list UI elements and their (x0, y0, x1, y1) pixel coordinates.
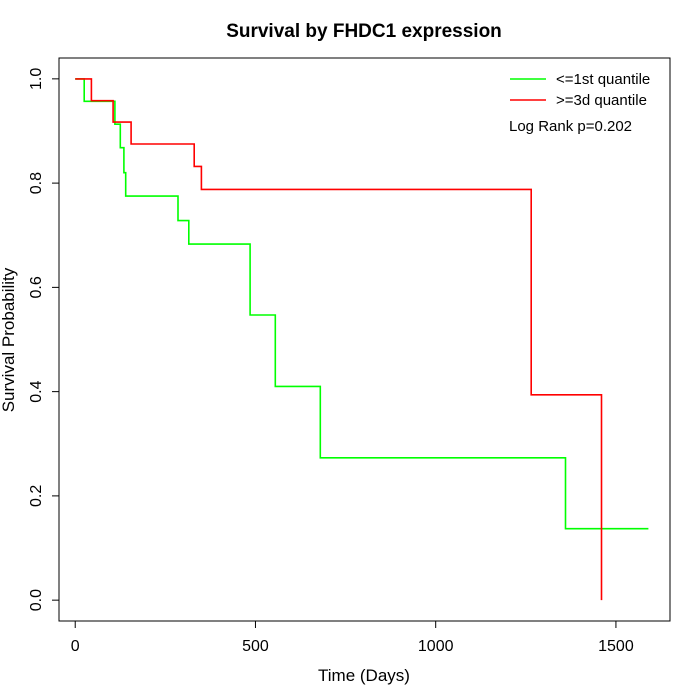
series-layer (75, 78, 649, 601)
km-curve-low-expression (75, 78, 649, 530)
x-axis-label: Time (Days) (318, 666, 410, 685)
y-axis: 0.0 0.2 0.4 0.6 0.8 1.0 (28, 68, 59, 611)
km-curve-high-expression (75, 78, 603, 601)
y-tick-label: 0.2 (28, 485, 45, 507)
x-tick-label: 0 (71, 638, 80, 655)
x-tick-label: 1500 (598, 638, 634, 655)
y-tick-label: 1.0 (28, 68, 45, 90)
y-tick-label: 0.0 (28, 589, 45, 611)
x-tick-label: 500 (242, 638, 269, 655)
x-axis: 0 500 1000 1500 (71, 621, 634, 655)
x-tick-label: 1000 (418, 638, 454, 655)
y-tick-label: 0.6 (28, 276, 45, 298)
y-tick-label: 0.8 (28, 172, 45, 194)
y-axis-label: Survival Probability (0, 267, 18, 412)
legend: <=1st quantile >=3d quantile (510, 71, 650, 109)
y-tick-label: 0.4 (28, 380, 45, 402)
log-rank-pvalue: Log Rank p=0.202 (509, 118, 632, 135)
legend-label-low-expression: <=1st quantile (556, 71, 650, 88)
chart-title: Survival by FHDC1 expression (226, 21, 502, 42)
legend-label-high-expression: >=3d quantile (556, 92, 647, 109)
plot-frame (58, 57, 671, 622)
